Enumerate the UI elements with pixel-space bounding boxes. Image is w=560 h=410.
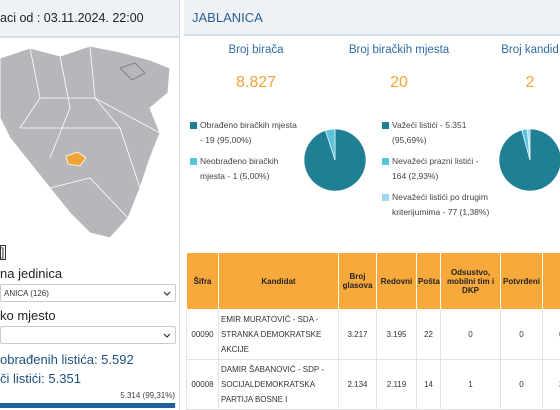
map-region[interactable]	[0, 45, 171, 239]
panel-header: JABLANICA	[184, 0, 560, 36]
pie-slice	[498, 128, 560, 192]
table-cell: DAMIR ŠABANOVIĆ - SDP - SOCIJALDEMOKRATS…	[218, 359, 339, 410]
table-cell: 3.195	[376, 309, 417, 360]
table-cell: 2.134	[338, 359, 377, 410]
stat-label: Broj kandid	[501, 44, 559, 56]
table-cell: 0	[440, 309, 501, 360]
column-header: %	[542, 252, 560, 310]
table-row: 00008 DAMIR ŠABANOVIĆ - SDP - SOCIJALDEMO…	[186, 359, 560, 410]
table-cell: 60,	[542, 309, 560, 360]
map-border	[49, 177, 129, 219]
results-table: Šifra Kandidat Broj glasova Redovni Pošta Ods…	[186, 252, 560, 410]
column-header: Redovni	[376, 252, 417, 310]
stat-value: 2	[525, 74, 535, 91]
unit-label: na jedinica	[0, 266, 63, 281]
map-border	[49, 55, 71, 159]
legend-swatch	[190, 122, 197, 129]
legend: Važeći listići - 5.351 (95,69%) Nevažeći …	[382, 118, 492, 226]
unit-select-text: ANICA (126)	[4, 289, 49, 298]
pie-charts	[303, 128, 560, 192]
place-label: ko mjesto	[0, 308, 56, 323]
legend-label: Neobrađeno biračkih mjesta - 1 (5,00%)	[200, 156, 279, 181]
main-panel: JABLANICA Obrađeno biračkih mjesta - 19 …	[184, 0, 560, 410]
valid-text: či listići: 5.351	[0, 371, 81, 386]
column-header: Šifra	[186, 252, 219, 310]
table-header-row: Šifra Kandidat Broj glasova Redovni Pošta Ods…	[186, 252, 560, 310]
stat-label: Broj birača	[228, 44, 284, 56]
map-selected-region[interactable]	[65, 151, 87, 167]
stat-value: 8.827	[235, 74, 277, 91]
legend-item: Nevažeći listići po drugim kriterijumima…	[382, 190, 492, 220]
column-header: Potvrđeni	[500, 252, 543, 310]
legend-item: Neobrađeno biračkih mjesta - 1 (5,00%)	[190, 154, 302, 184]
table-cell: 14	[416, 359, 441, 410]
progress-label: 5.314 (99,31%)	[120, 391, 175, 400]
table-cell: 2.119	[376, 359, 417, 410]
table-cell: 0	[500, 359, 543, 410]
legend-label: Obrađeno biračkih mjesta - 19 (95,00%)	[200, 120, 297, 145]
table-cell: 3.217	[338, 309, 377, 360]
table-cell: 0	[500, 309, 543, 360]
column-header: Odsustvo, mobilni tim i DKP	[440, 252, 501, 310]
sidebar: aci od : 03.11.2024. 22:00 ] na jedinica…	[0, 0, 180, 410]
table-cell: 39,	[542, 359, 560, 410]
place-select[interactable]	[0, 326, 176, 344]
table-cell: 22	[416, 309, 441, 360]
map-border	[40, 97, 161, 134]
legend-label: Nevažeći listići po drugim kriterijumima…	[392, 192, 490, 217]
panel-title: JABLANICA	[192, 10, 263, 25]
unit-select[interactable]: ANICA (126)	[0, 284, 176, 302]
chevron	[163, 333, 171, 338]
table-cell: EMIR MURATOVIĆ - SDA - STRANKA DEMOKRATS…	[218, 309, 339, 360]
column-header: Broj glasova	[338, 252, 377, 310]
chevron	[163, 291, 171, 296]
map-border	[89, 45, 141, 189]
legend-label: Važeći listići - 5.351 (95,69%)	[392, 120, 467, 145]
column-header: Kandidat	[218, 252, 339, 310]
progress-bar	[0, 403, 175, 408]
processed-text: obrađenih listića: 5.592	[0, 352, 134, 367]
progress-track	[0, 403, 176, 408]
legend-swatch	[382, 194, 389, 201]
legend-label: Nevažeći prazni listići - 164 (2,93%)	[392, 156, 479, 181]
map	[0, 45, 171, 239]
legend: Obrađeno biračkih mjesta - 19 (95,00%) Ne…	[190, 118, 302, 190]
stat-value: 20	[390, 74, 408, 91]
checkbox[interactable]: ]	[0, 245, 6, 260]
table-cell: 00090	[186, 309, 219, 360]
stat-label: Broj biračkih mjesta	[348, 44, 450, 56]
table-cell: 1	[440, 359, 501, 410]
table-cell: 00008	[186, 359, 219, 410]
legend-item: Obrađeno biračkih mjesta - 19 (95,00%)	[190, 118, 302, 148]
legend-item: Važeći listići - 5.351 (95,69%)	[382, 118, 492, 148]
map-region[interactable]	[119, 62, 146, 81]
table-row: 00090 EMIR MURATOVIĆ - SDA - STRANKA DEMO…	[186, 309, 560, 360]
legend-swatch	[382, 158, 389, 165]
sidebar-header: aci od : 03.11.2024. 22:00	[0, 0, 179, 38]
legend-swatch	[190, 158, 197, 165]
legend-item: Nevažeći prazni listići - 164 (2,93%)	[382, 154, 492, 184]
pie-slice	[325, 128, 336, 161]
column-header: Pošta	[416, 252, 441, 310]
updated-text: aci od : 03.11.2024. 22:00	[0, 11, 144, 25]
legend-swatch	[382, 122, 389, 129]
pie-slice	[526, 128, 531, 161]
table-body: 00090 EMIR MURATOVIĆ - SDA - STRANKA DEMO…	[186, 309, 560, 410]
